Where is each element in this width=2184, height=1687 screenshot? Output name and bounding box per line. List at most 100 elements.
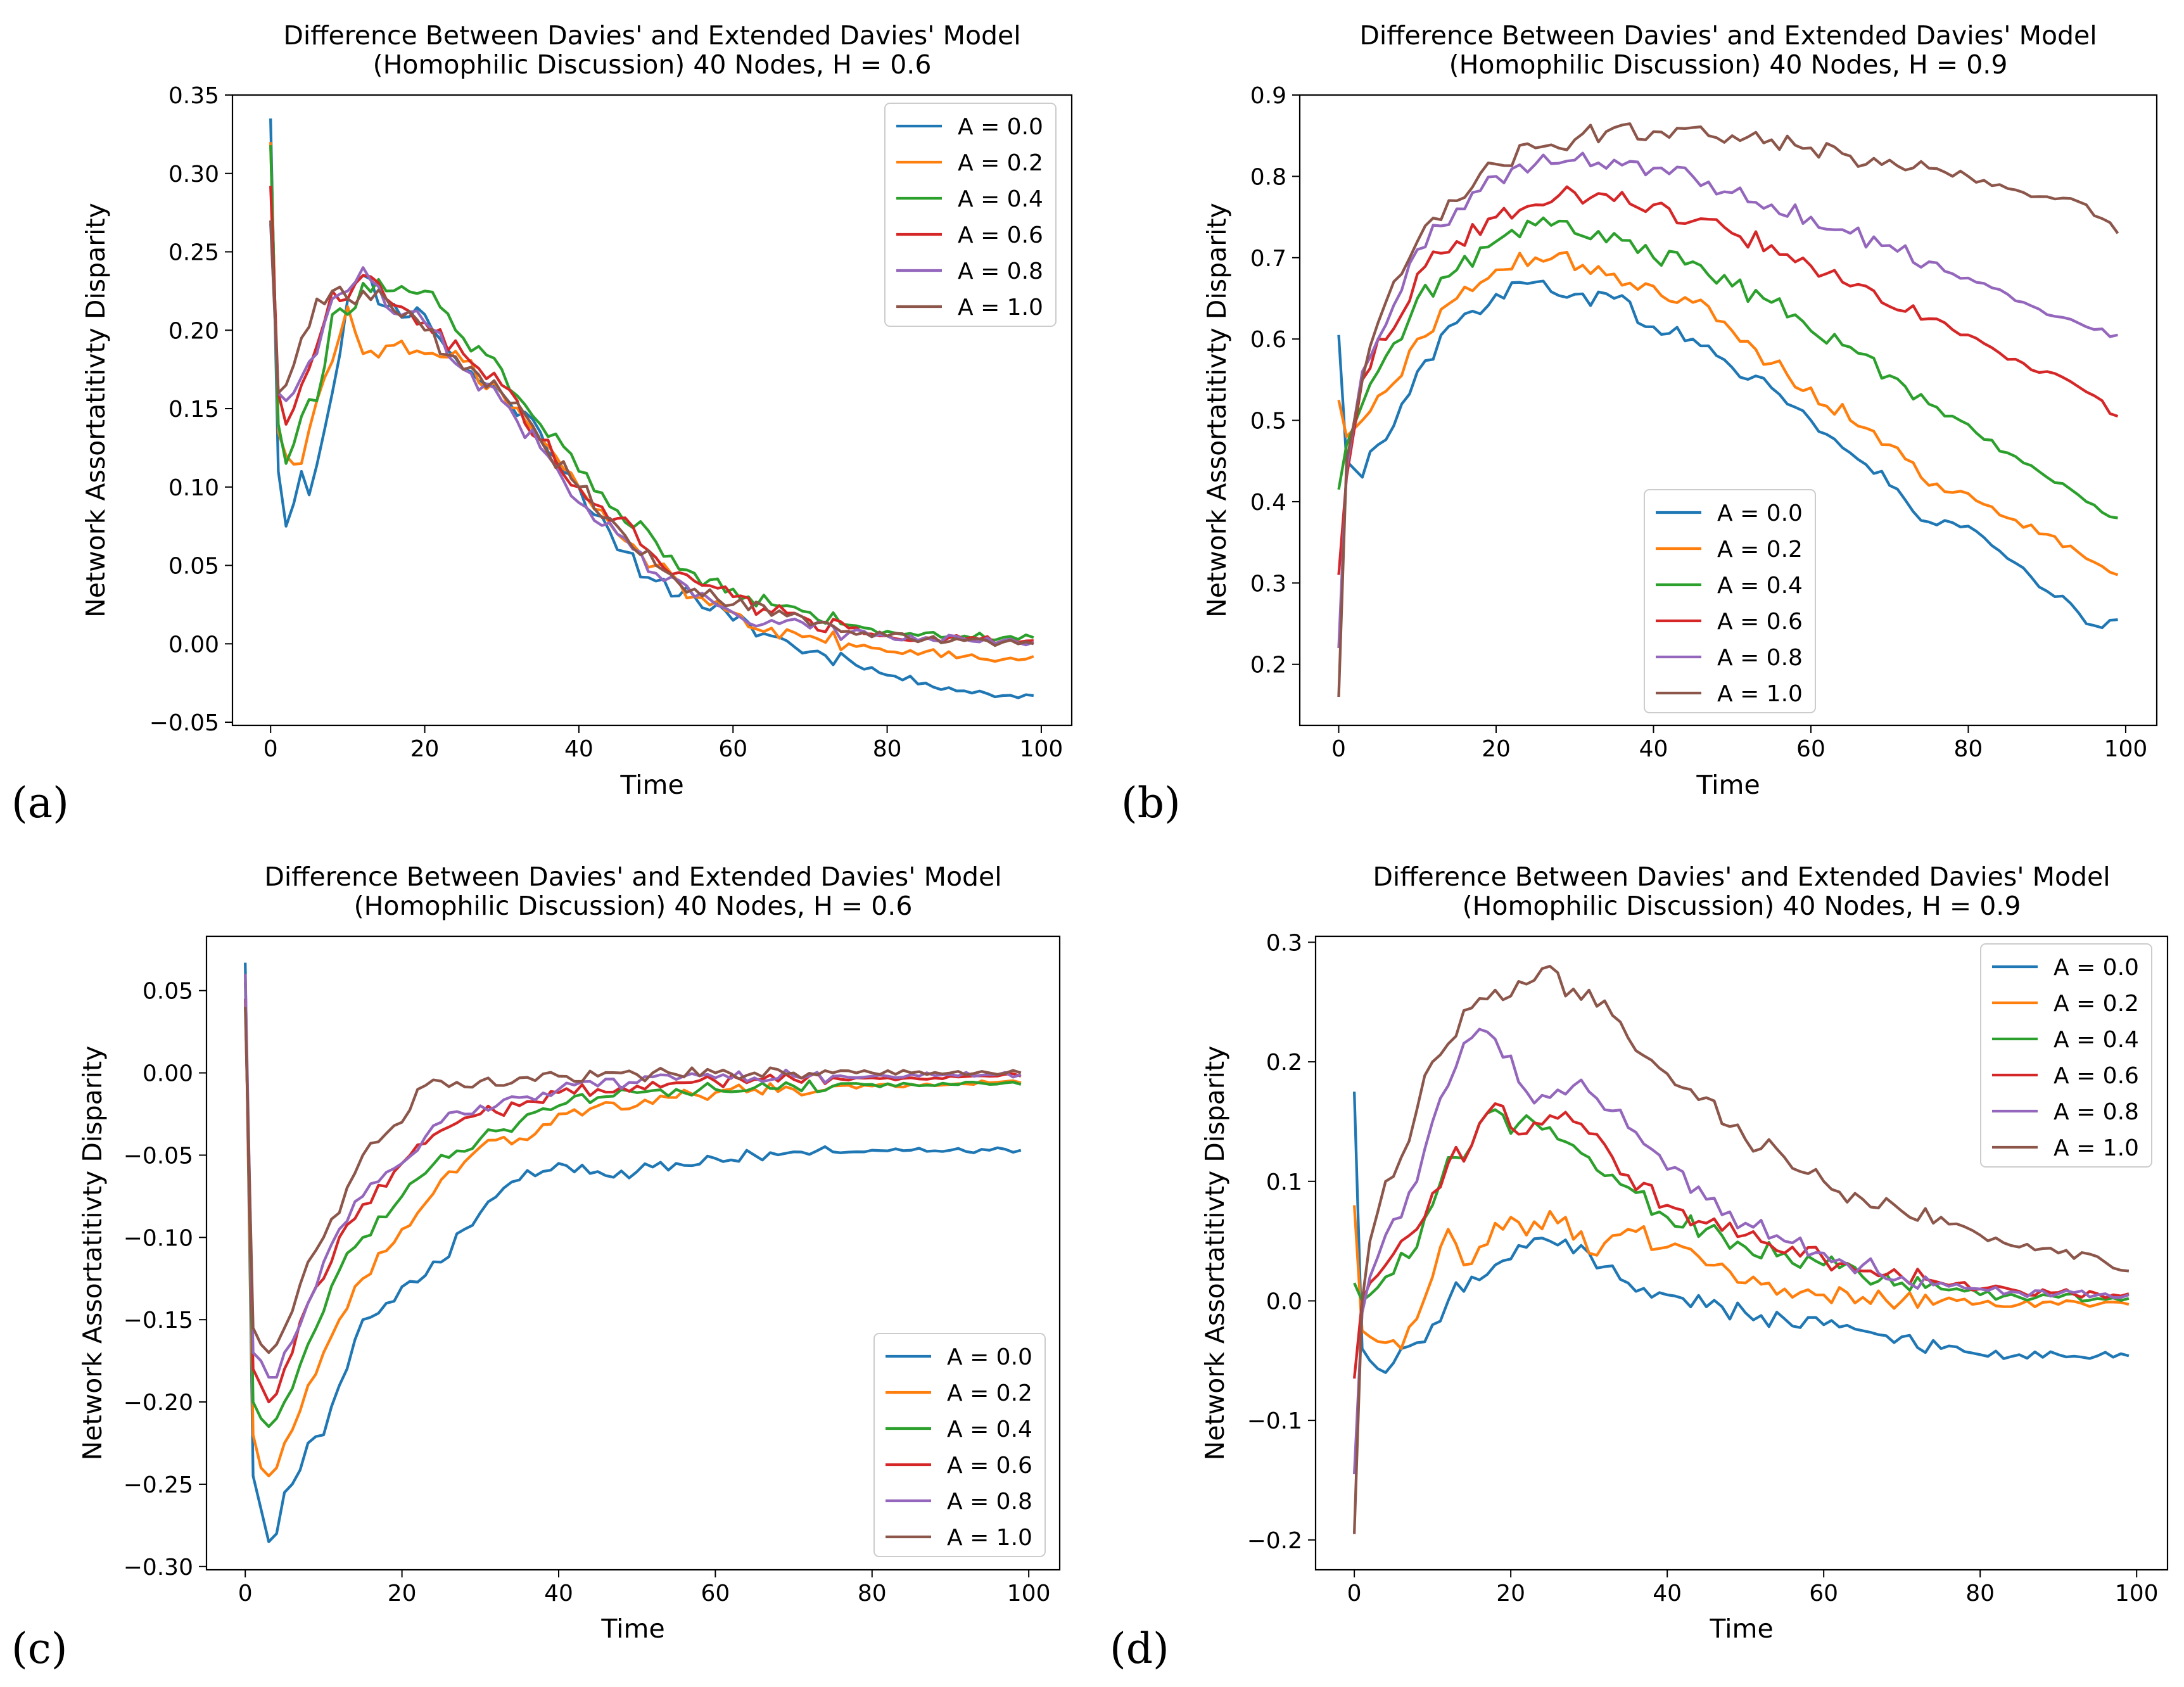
x-tick-label: 20 [1482,736,1511,762]
panel-c: Difference Between Davies' and Extended … [11,862,1061,1673]
chart-title-line1: Difference Between Davies' and Extended … [264,862,1001,892]
panel-label: (c) [11,1624,67,1673]
series-line-3 [269,186,1034,645]
chart-title-line2: (Homophilic Discussion) 40 Nodes, H = 0.… [1463,891,2021,921]
legend-label-1: A = 0.2 [947,1380,1032,1406]
legend-label-4: A = 0.8 [2054,1099,2139,1125]
series-line-1 [1337,250,2119,576]
y-tick-label: −0.05 [124,1143,193,1169]
y-tick-label: 0.25 [168,240,219,266]
panel-label: (d) [1110,1624,1169,1673]
axes-frame [231,94,1073,727]
y-tick-label: 0.2 [1266,1050,1302,1076]
legend-label-2: A = 0.4 [947,1416,1032,1442]
series-line-4 [1352,1028,2130,1475]
series-group [1337,122,2119,697]
panel-label: (a) [11,779,69,827]
panel-b: Difference Between Davies' and Extended … [1121,20,2158,827]
x-tick-label: 0 [238,1581,253,1607]
legend-label-1: A = 0.2 [958,150,1043,176]
series-line-0 [269,118,1034,699]
x-tick-label: 100 [1007,1581,1051,1607]
y-tick-label: −0.15 [124,1308,193,1334]
series-line-0 [244,962,1022,1543]
x-tick-label: 80 [858,1581,887,1607]
chart-title-line1: Difference Between Davies' and Extended … [283,20,1020,51]
y-tick-label: 0.3 [1250,571,1286,597]
x-tick-label: 60 [1809,1581,1838,1607]
y-tick-label: 0.1 [1266,1169,1302,1195]
y-tick-label: 0.00 [143,1061,193,1087]
legend-label-4: A = 0.8 [958,258,1043,284]
y-tick-label: 0.15 [168,397,219,423]
chart-title-line1: Difference Between Davies' and Extended … [1373,862,2110,892]
legend-label-0: A = 0.0 [2054,955,2139,981]
legend-label-4: A = 0.8 [1717,645,1803,671]
series-line-1 [1352,1205,2130,1351]
x-tick-label: 20 [1496,1581,1525,1607]
series-line-0 [1352,1092,2130,1374]
x-tick-label: 20 [388,1581,417,1607]
y-tick-label: −0.25 [124,1472,193,1498]
y-tick-label: −0.1 [1247,1408,1302,1434]
x-tick-label: 100 [2115,1581,2159,1607]
y-tick-label: −0.2 [1247,1528,1302,1554]
x-axis-label: Time [619,770,683,800]
y-tick-label: 0.05 [143,979,193,1005]
axes-frame [205,935,1061,1571]
x-tick-label: 60 [718,736,747,762]
x-tick-label: 40 [544,1581,573,1607]
y-tick-label: 0.9 [1250,83,1286,109]
legend-label-3: A = 0.6 [1717,609,1803,635]
y-tick-label: 0.10 [168,475,219,501]
legend-label-0: A = 0.0 [958,114,1043,140]
legend-label-2: A = 0.4 [958,186,1043,212]
y-tick-label: 0.35 [168,83,219,109]
axes-frame [1314,935,2169,1571]
legend-label-3: A = 0.6 [2054,1063,2139,1089]
y-tick-label: −0.20 [124,1390,193,1416]
x-tick-label: 80 [873,736,902,762]
y-tick-label: 0.3 [1266,930,1302,956]
x-tick-label: 40 [1653,1581,1682,1607]
x-tick-label: 40 [564,736,594,762]
series-group [1352,965,2130,1534]
legend-label-5: A = 1.0 [947,1525,1032,1551]
series-line-3 [1352,1102,2130,1379]
legend-label-5: A = 1.0 [2054,1135,2139,1161]
axes-frame [1298,94,2158,727]
legend-label-3: A = 0.6 [947,1453,1032,1479]
x-tick-label: 80 [1965,1581,1995,1607]
y-tick-label: 0.5 [1250,409,1286,435]
y-tick-label: 0.2 [1250,653,1286,678]
series-line-4 [1337,151,2118,649]
series-group [269,118,1034,699]
x-tick-label: 0 [1331,736,1346,762]
chart-title-line2: (Homophilic Discussion) 40 Nodes, H = 0.… [1449,49,2008,80]
y-tick-label: 0.00 [168,632,219,658]
legend-label-4: A = 0.8 [947,1489,1032,1515]
y-tick-label: 0.7 [1250,246,1286,272]
legend-label-2: A = 0.4 [1717,573,1803,599]
panel-label: (b) [1121,779,1181,827]
y-tick-label: −0.05 [149,710,219,736]
panel-d: Difference Between Davies' and Extended … [1110,862,2169,1673]
x-axis-label: Time [600,1614,664,1644]
legend: A = 0.0 A = 0.2 A = 0.4 A = 0.6 A = 0.8 A = 1… [1980,943,2152,1168]
y-tick-label: −0.10 [124,1225,193,1251]
series-line-3 [1337,185,2119,575]
y-axis-label: Network Assortatitivty Disparity [77,1046,108,1461]
series-group [244,962,1022,1543]
legend: A = 0.0 A = 0.2 A = 0.4 A = 0.6 A = 0.8 A = 1… [1644,489,1816,713]
y-tick-label: 0.05 [168,554,219,580]
x-tick-label: 100 [1020,736,1063,762]
x-tick-label: 0 [1347,1581,1362,1607]
legend: A = 0.0 A = 0.2 A = 0.4 A = 0.6 A = 0.8 A = 1… [884,103,1057,327]
series-line-5 [269,220,1034,647]
series-line-3 [244,998,1022,1404]
panel-a: Difference Between Davies' and Extended … [11,20,1073,827]
x-tick-label: 40 [1639,736,1668,762]
chart-title-line2: (Homophilic Discussion) 40 Nodes, H = 0.… [373,49,932,80]
y-tick-label: 0.6 [1250,327,1286,353]
